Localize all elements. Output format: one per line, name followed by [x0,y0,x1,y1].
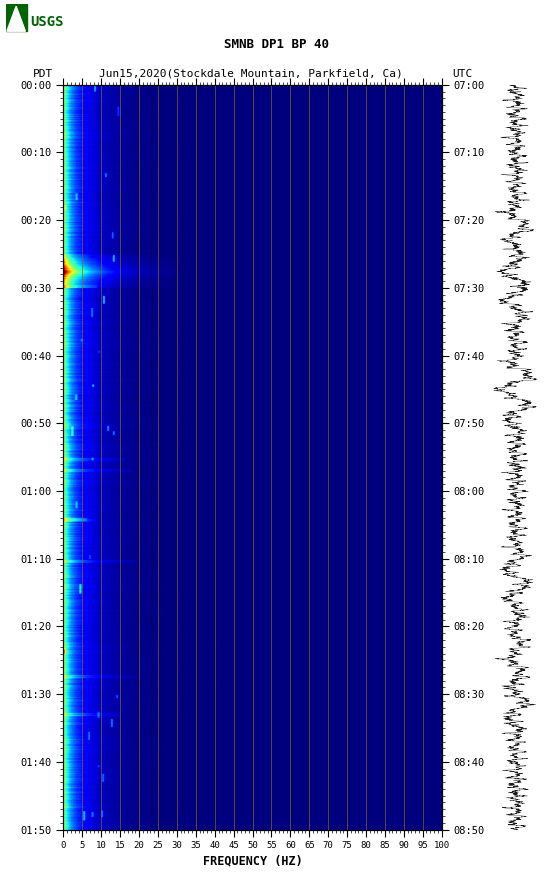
Text: PDT: PDT [33,69,54,78]
Text: SMNB DP1 BP 40: SMNB DP1 BP 40 [224,38,328,52]
Bar [6,4,26,31]
Text: Jun15,2020(Stockdale Mountain, Parkfield, Ca): Jun15,2020(Stockdale Mountain, Parkfield… [99,69,403,78]
Text: USGS: USGS [31,15,64,29]
X-axis label: FREQUENCY (HZ): FREQUENCY (HZ) [203,855,302,868]
Text: UTC: UTC [453,69,473,78]
Polygon shape [7,6,25,31]
